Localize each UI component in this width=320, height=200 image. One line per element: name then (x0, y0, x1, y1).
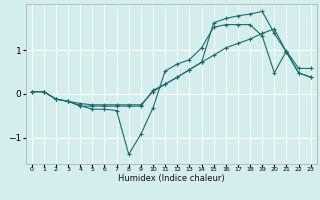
X-axis label: Humidex (Indice chaleur): Humidex (Indice chaleur) (118, 174, 225, 183)
